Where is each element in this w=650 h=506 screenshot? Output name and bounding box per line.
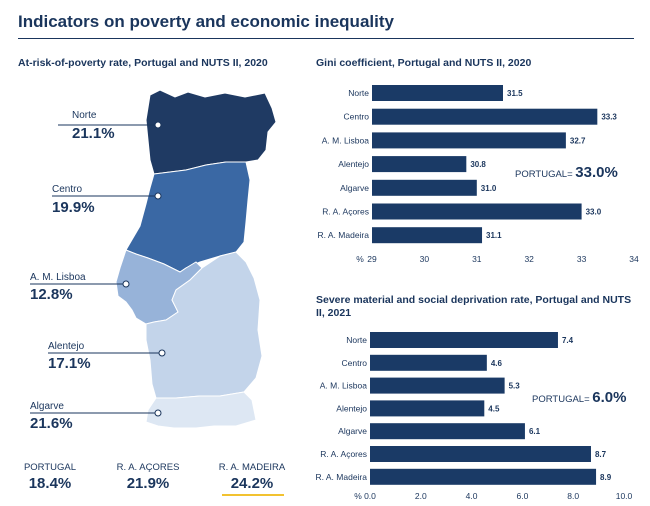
gini-bar [372,85,503,101]
gini-bar [372,132,566,149]
deprivation-tick-label: 8.0 [567,491,579,501]
deprivation-value-label: 7.4 [562,336,574,345]
leader-dot-alentejo [158,349,166,357]
gini-portugal-label: PORTUGAL= [515,169,573,180]
gini-portugal-annotation: PORTUGAL= 33.0% [515,164,618,181]
deprivation-bar-chart: Norte 7.4 Centro 4.6 A. M. Lisboa 5.3 Alentejo… [316,332,633,501]
deprivation-bar [370,423,525,440]
gini-tick-label: 31 [472,254,482,264]
deprivation-tick-label: 10.0 [616,491,633,501]
region-label-lisboa: A. M. Lisboa [30,272,86,283]
map-region-algarve [145,391,257,429]
gini-value-label: 33.3 [601,113,617,122]
gini-value-label: 30.8 [470,160,486,169]
deprivation-value-label: 8.9 [600,473,612,482]
deprivation-axis-unit: % [354,491,362,501]
deprivation-value-label: 4.5 [488,404,500,413]
deprivation-tick-label: 4.0 [466,491,478,501]
gini-bar-chart: Norte 31.5 Centro 33.3 A. M. Lisboa 32.7 Alent… [318,85,639,264]
deprivation-category-label: A. M. Lisboa [320,381,368,391]
region-value-alentejo: 17.1% [48,355,91,372]
map-region-norte [145,89,277,175]
region-value-norte: 21.1% [72,125,115,142]
gini-value-label: 33.0 [586,208,602,217]
gini-category-label: Centro [343,112,369,122]
deprivation-category-label: Algarve [338,426,367,436]
deprivation-bar [370,468,597,485]
gini-value-label: 31.5 [507,89,523,98]
portugal-map [30,89,277,429]
gini-tick-label: 33 [577,254,587,264]
kpi-label-madeira: R. A. MADEIRA [218,462,286,473]
gini-chart-title: Gini coefficient, Portugal and NUTS II, … [316,57,532,69]
region-label-centro: Centro [52,184,83,195]
deprivation-tick-label: 2.0 [415,491,427,501]
title-divider [18,38,634,39]
gini-tick-label: 34 [629,254,639,264]
gini-portugal-value: 33.0% [575,164,618,181]
region-label-alentejo: Alentejo [48,341,85,352]
deprivation-portugal-annotation: PORTUGAL= 6.0% [532,389,626,406]
gini-bar [372,108,598,125]
deprivation-bar [370,332,558,348]
gini-tick-label: 30 [420,254,430,264]
deprivation-value-label: 8.7 [595,450,607,459]
gini-category-label: R. A. Açores [322,207,369,217]
deprivation-bar [370,400,485,417]
leader-dot-norte [154,121,162,129]
deprivation-value-label: 5.3 [509,382,521,391]
deprivation-portugal-label: PORTUGAL= [532,394,590,405]
leader-dot-lisboa [122,280,130,288]
gini-bar [372,227,483,244]
gini-bar [372,156,467,173]
leader-dot-centro [154,192,162,200]
kpi-label-portugal: PORTUGAL [23,462,77,473]
gini-category-label: Algarve [340,183,369,193]
madeira-highlight-rule [222,494,284,496]
deprivation-tick-label: 0.0 [364,491,376,501]
gini-axis-unit: % [356,254,364,264]
gini-tick-label: 29 [367,254,377,264]
leader-dot-algarve [154,409,162,417]
deprivation-category-label: Alentejo [336,403,367,413]
gini-bar [372,179,477,196]
gini-bar [372,203,582,220]
region-value-centro: 19.9% [52,199,95,216]
region-label-norte: Norte [72,110,97,121]
gini-category-label: Norte [348,88,369,98]
deprivation-category-label: Centro [341,358,367,368]
gini-value-label: 32.7 [570,136,586,145]
gini-tick-label: 32 [524,254,534,264]
kpi-value-portugal: 18.4% [28,475,72,492]
deprivation-portugal-value: 6.0% [592,389,627,406]
gini-category-label: A. M. Lisboa [322,135,370,145]
deprivation-bar [370,354,487,371]
deprivation-value-label: 6.1 [529,427,541,436]
gini-value-label: 31.1 [486,231,502,240]
page-title: Indicators on poverty and economic inequ… [18,12,394,31]
gini-category-label: R. A. Madeira [318,230,370,240]
region-value-lisboa: 12.8% [30,286,73,303]
kpi-value-madeira: 24.2% [230,475,274,492]
gini-category-label: Alentejo [338,159,369,169]
gini-value-label: 31.0 [481,184,497,193]
deprivation-bar [370,446,591,462]
deprivation-category-label: R. A. Madeira [316,472,368,482]
deprivation-category-label: Norte [346,335,367,345]
deprivation-bar [370,377,505,394]
kpi-label-acores: R. A. AÇORES [116,462,180,473]
deprivation-category-label: R. A. Açores [320,449,367,459]
deprivation-chart-title: Severe material and social deprivation r… [316,294,632,319]
kpi-value-acores: 21.9% [126,475,170,492]
deprivation-value-label: 4.6 [491,359,503,368]
map-panel-title: At-risk-of-poverty rate, Portugal and NU… [18,57,268,69]
region-value-algarve: 21.6% [30,415,73,432]
region-label-algarve: Algarve [30,401,64,412]
deprivation-tick-label: 6.0 [516,491,528,501]
